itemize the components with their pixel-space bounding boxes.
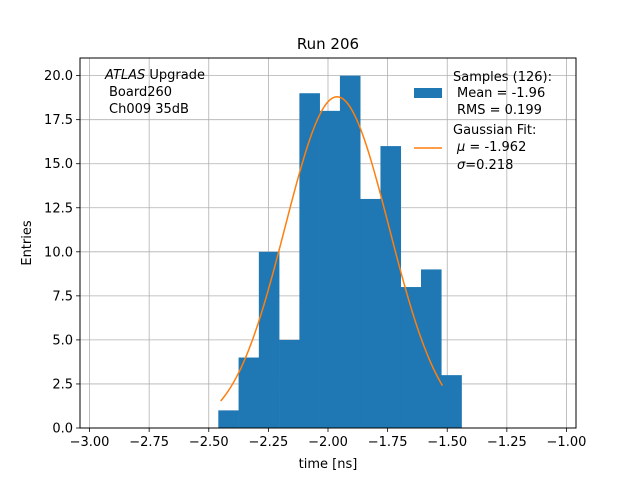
histogram-bar bbox=[421, 269, 442, 428]
y-tick-label: 12.5 bbox=[44, 201, 73, 216]
histogram-bar bbox=[319, 110, 341, 428]
y-tick-label: 7.5 bbox=[52, 289, 73, 304]
legend-fit-line-2: μ = -1.962 bbox=[456, 140, 526, 155]
chart-title: Run 206 bbox=[297, 35, 359, 53]
y-tick-label: 0.0 bbox=[52, 422, 73, 437]
axis-ticks: −3.00 −2.75 −2.50 −2.25 −2.00 −1.75 −1.50 −1.25… bbox=[44, 69, 586, 450]
x-tick-label: −1.75 bbox=[368, 435, 408, 450]
legend-sigma-value: =0.218 bbox=[465, 158, 513, 173]
histogram-bar bbox=[380, 146, 402, 428]
y-axis-label: Entries bbox=[20, 220, 35, 266]
x-tick-label: −2.75 bbox=[129, 435, 169, 450]
y-tick-label: 5.0 bbox=[52, 333, 73, 348]
annotation-line-3: Ch009 35dB bbox=[109, 102, 189, 117]
histogram-bar bbox=[279, 339, 300, 428]
histogram-bars bbox=[218, 75, 462, 428]
histogram-bar bbox=[238, 357, 260, 428]
y-tick-label: 15.0 bbox=[44, 157, 73, 172]
legend-samples-swatch bbox=[414, 88, 442, 98]
histogram-bar bbox=[339, 75, 361, 428]
legend-samples-line-1: Samples (126): bbox=[453, 70, 552, 85]
histogram-bar bbox=[299, 93, 320, 428]
x-tick-label: −1.25 bbox=[487, 435, 527, 450]
legend: Samples (126): Mean = -1.96 RMS = 0.199 … bbox=[414, 70, 552, 173]
annotation-upgrade: Upgrade bbox=[145, 68, 205, 83]
histogram-bar bbox=[258, 251, 280, 428]
annotation-line-2: Board260 bbox=[109, 85, 172, 100]
x-tick-label: −2.00 bbox=[308, 435, 348, 450]
histogram-bar bbox=[360, 198, 381, 428]
gaussian-fit-line bbox=[220, 96, 444, 402]
histogram-bar bbox=[441, 375, 462, 428]
legend-mu-value: = -1.962 bbox=[465, 140, 526, 155]
legend-mu-symbol: μ bbox=[456, 140, 465, 155]
annotation-atlas: ATLAS bbox=[104, 68, 145, 83]
legend-fit-line-3: σ=0.218 bbox=[457, 158, 513, 173]
atlas-annotation: ATLAS Upgrade Board260 Ch009 35dB bbox=[104, 68, 205, 117]
x-tick-label: −1.50 bbox=[427, 435, 467, 450]
x-axis-label: time [ns] bbox=[299, 457, 358, 472]
histogram-bar bbox=[218, 410, 239, 428]
x-tick-label: −2.50 bbox=[189, 435, 229, 450]
annotation-line-1: ATLAS Upgrade bbox=[104, 68, 205, 83]
legend-samples-line-2: Mean = -1.96 bbox=[457, 86, 545, 101]
y-tick-label: 2.5 bbox=[52, 377, 73, 392]
legend-sigma-symbol: σ bbox=[457, 158, 466, 173]
y-tick-label: 17.5 bbox=[44, 113, 73, 128]
legend-fit-line-1: Gaussian Fit: bbox=[453, 123, 536, 138]
x-tick-label: −3.00 bbox=[70, 435, 110, 450]
x-tick-label: −1.00 bbox=[547, 435, 587, 450]
y-tick-label: 20.0 bbox=[44, 69, 73, 84]
legend-samples-line-3: RMS = 0.199 bbox=[457, 103, 542, 118]
y-tick-label: 10.0 bbox=[44, 245, 73, 260]
x-tick-label: −2.25 bbox=[248, 435, 288, 450]
